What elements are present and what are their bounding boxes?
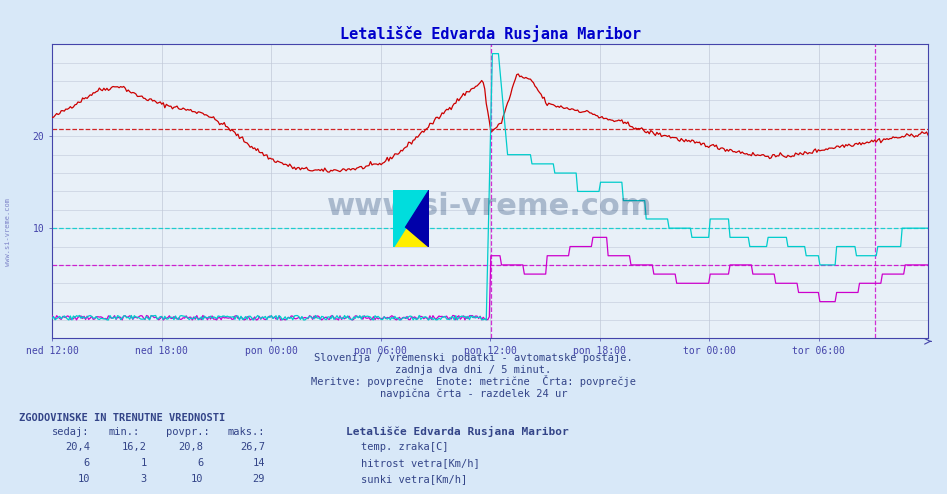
Text: min.:: min.: [109,427,140,437]
Text: povpr.:: povpr.: [166,427,209,437]
Text: 3: 3 [140,474,147,484]
Text: 20,4: 20,4 [65,442,90,452]
Text: www.si-vreme.com: www.si-vreme.com [5,198,10,266]
Text: sunki vetra[Km/h]: sunki vetra[Km/h] [361,474,467,484]
Text: temp. zraka[C]: temp. zraka[C] [361,442,448,452]
Text: Letališče Edvarda Rusjana Maribor: Letališče Edvarda Rusjana Maribor [346,426,568,437]
Text: Meritve: povprečne  Enote: metrične  Črta: povprečje: Meritve: povprečne Enote: metrične Črta:… [311,375,636,387]
Text: maks.:: maks.: [227,427,265,437]
Text: 20,8: 20,8 [179,442,204,452]
Text: sedaj:: sedaj: [52,427,90,437]
Text: hitrost vetra[Km/h]: hitrost vetra[Km/h] [361,458,479,468]
Text: 14: 14 [253,458,265,468]
Title: Letališče Edvarda Rusjana Maribor: Letališče Edvarda Rusjana Maribor [340,25,640,42]
Text: ZGODOVINSKE IN TRENUTNE VREDNOSTI: ZGODOVINSKE IN TRENUTNE VREDNOSTI [19,413,225,423]
Text: 16,2: 16,2 [122,442,147,452]
Text: 6: 6 [197,458,204,468]
Polygon shape [393,190,429,247]
Polygon shape [393,190,429,247]
Text: zadnja dva dni / 5 minut.: zadnja dva dni / 5 minut. [396,365,551,375]
Text: navpična črta - razdelek 24 ur: navpična črta - razdelek 24 ur [380,389,567,399]
Text: www.si-vreme.com: www.si-vreme.com [328,192,652,221]
Text: Slovenija / vremenski podatki - avtomatske postaje.: Slovenija / vremenski podatki - avtomats… [314,353,633,363]
Text: 10: 10 [78,474,90,484]
Text: 10: 10 [191,474,204,484]
Text: 26,7: 26,7 [241,442,265,452]
Polygon shape [405,190,429,247]
Text: 29: 29 [253,474,265,484]
Text: 1: 1 [140,458,147,468]
Text: 6: 6 [83,458,90,468]
